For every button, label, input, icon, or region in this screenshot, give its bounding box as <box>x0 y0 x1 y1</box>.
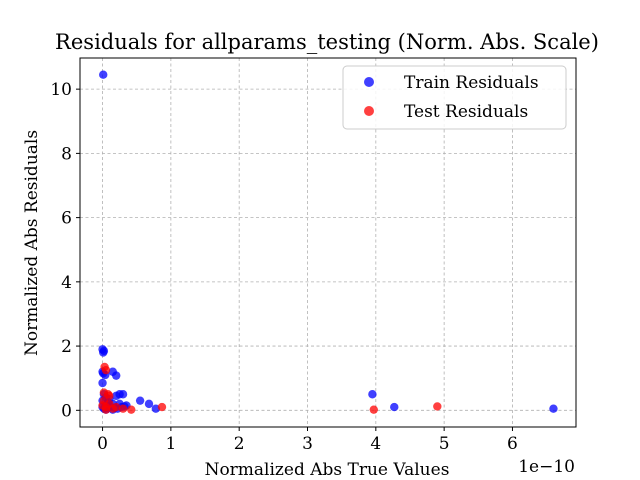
data-point <box>135 396 145 405</box>
legend-marker-test <box>364 106 374 116</box>
data-point <box>368 390 377 399</box>
data-point <box>99 70 108 79</box>
legend: Train Residuals Test Residuals <box>342 65 567 130</box>
data-point <box>127 405 136 414</box>
data-point <box>99 396 109 405</box>
data-point <box>144 399 154 409</box>
y-tick-label: 8 <box>61 144 72 164</box>
chart-title: Residuals for allparams_testing (Norm. A… <box>55 30 599 54</box>
axis-ticks: 0 1 2 3 4 5 6 0 2 4 6 8 10 <box>50 80 518 454</box>
y-axis-label: Normalized Abs Residuals <box>22 130 42 356</box>
legend-box <box>342 65 567 130</box>
x-offset-text: 1e−10 <box>518 457 575 477</box>
x-tick-label: 2 <box>234 434 245 454</box>
data-point <box>390 402 399 412</box>
data-point <box>549 404 558 413</box>
data-points <box>98 70 558 414</box>
data-point <box>99 346 109 356</box>
legend-label-train: Train Residuals <box>404 73 539 93</box>
data-point <box>433 402 442 411</box>
data-point <box>98 378 107 388</box>
legend-marker-train <box>364 77 374 87</box>
y-tick-label: 10 <box>50 80 72 100</box>
data-point <box>101 365 111 375</box>
y-tick-label: 4 <box>61 273 72 293</box>
y-tick-label: 0 <box>61 401 72 421</box>
data-point <box>157 402 167 412</box>
x-tick-label: 6 <box>507 434 518 454</box>
data-point <box>105 391 114 401</box>
data-point <box>112 402 121 412</box>
data-point <box>101 405 111 414</box>
data-point <box>112 371 121 380</box>
y-tick-label: 2 <box>61 337 72 357</box>
x-axis-label: Normalized Abs True Values <box>205 460 450 480</box>
series-test <box>98 362 442 414</box>
legend-label-test: Test Residuals <box>404 102 528 122</box>
x-tick-label: 3 <box>302 434 313 454</box>
x-tick-label: 4 <box>370 434 381 454</box>
x-tick-label: 0 <box>97 434 108 454</box>
axes-frame <box>79 57 577 428</box>
data-point <box>118 390 128 399</box>
x-tick-label: 1 <box>165 434 176 454</box>
x-tick-label: 5 <box>439 434 450 454</box>
y-tick-label: 6 <box>61 209 72 229</box>
data-point <box>369 405 378 414</box>
data-point <box>118 404 128 413</box>
